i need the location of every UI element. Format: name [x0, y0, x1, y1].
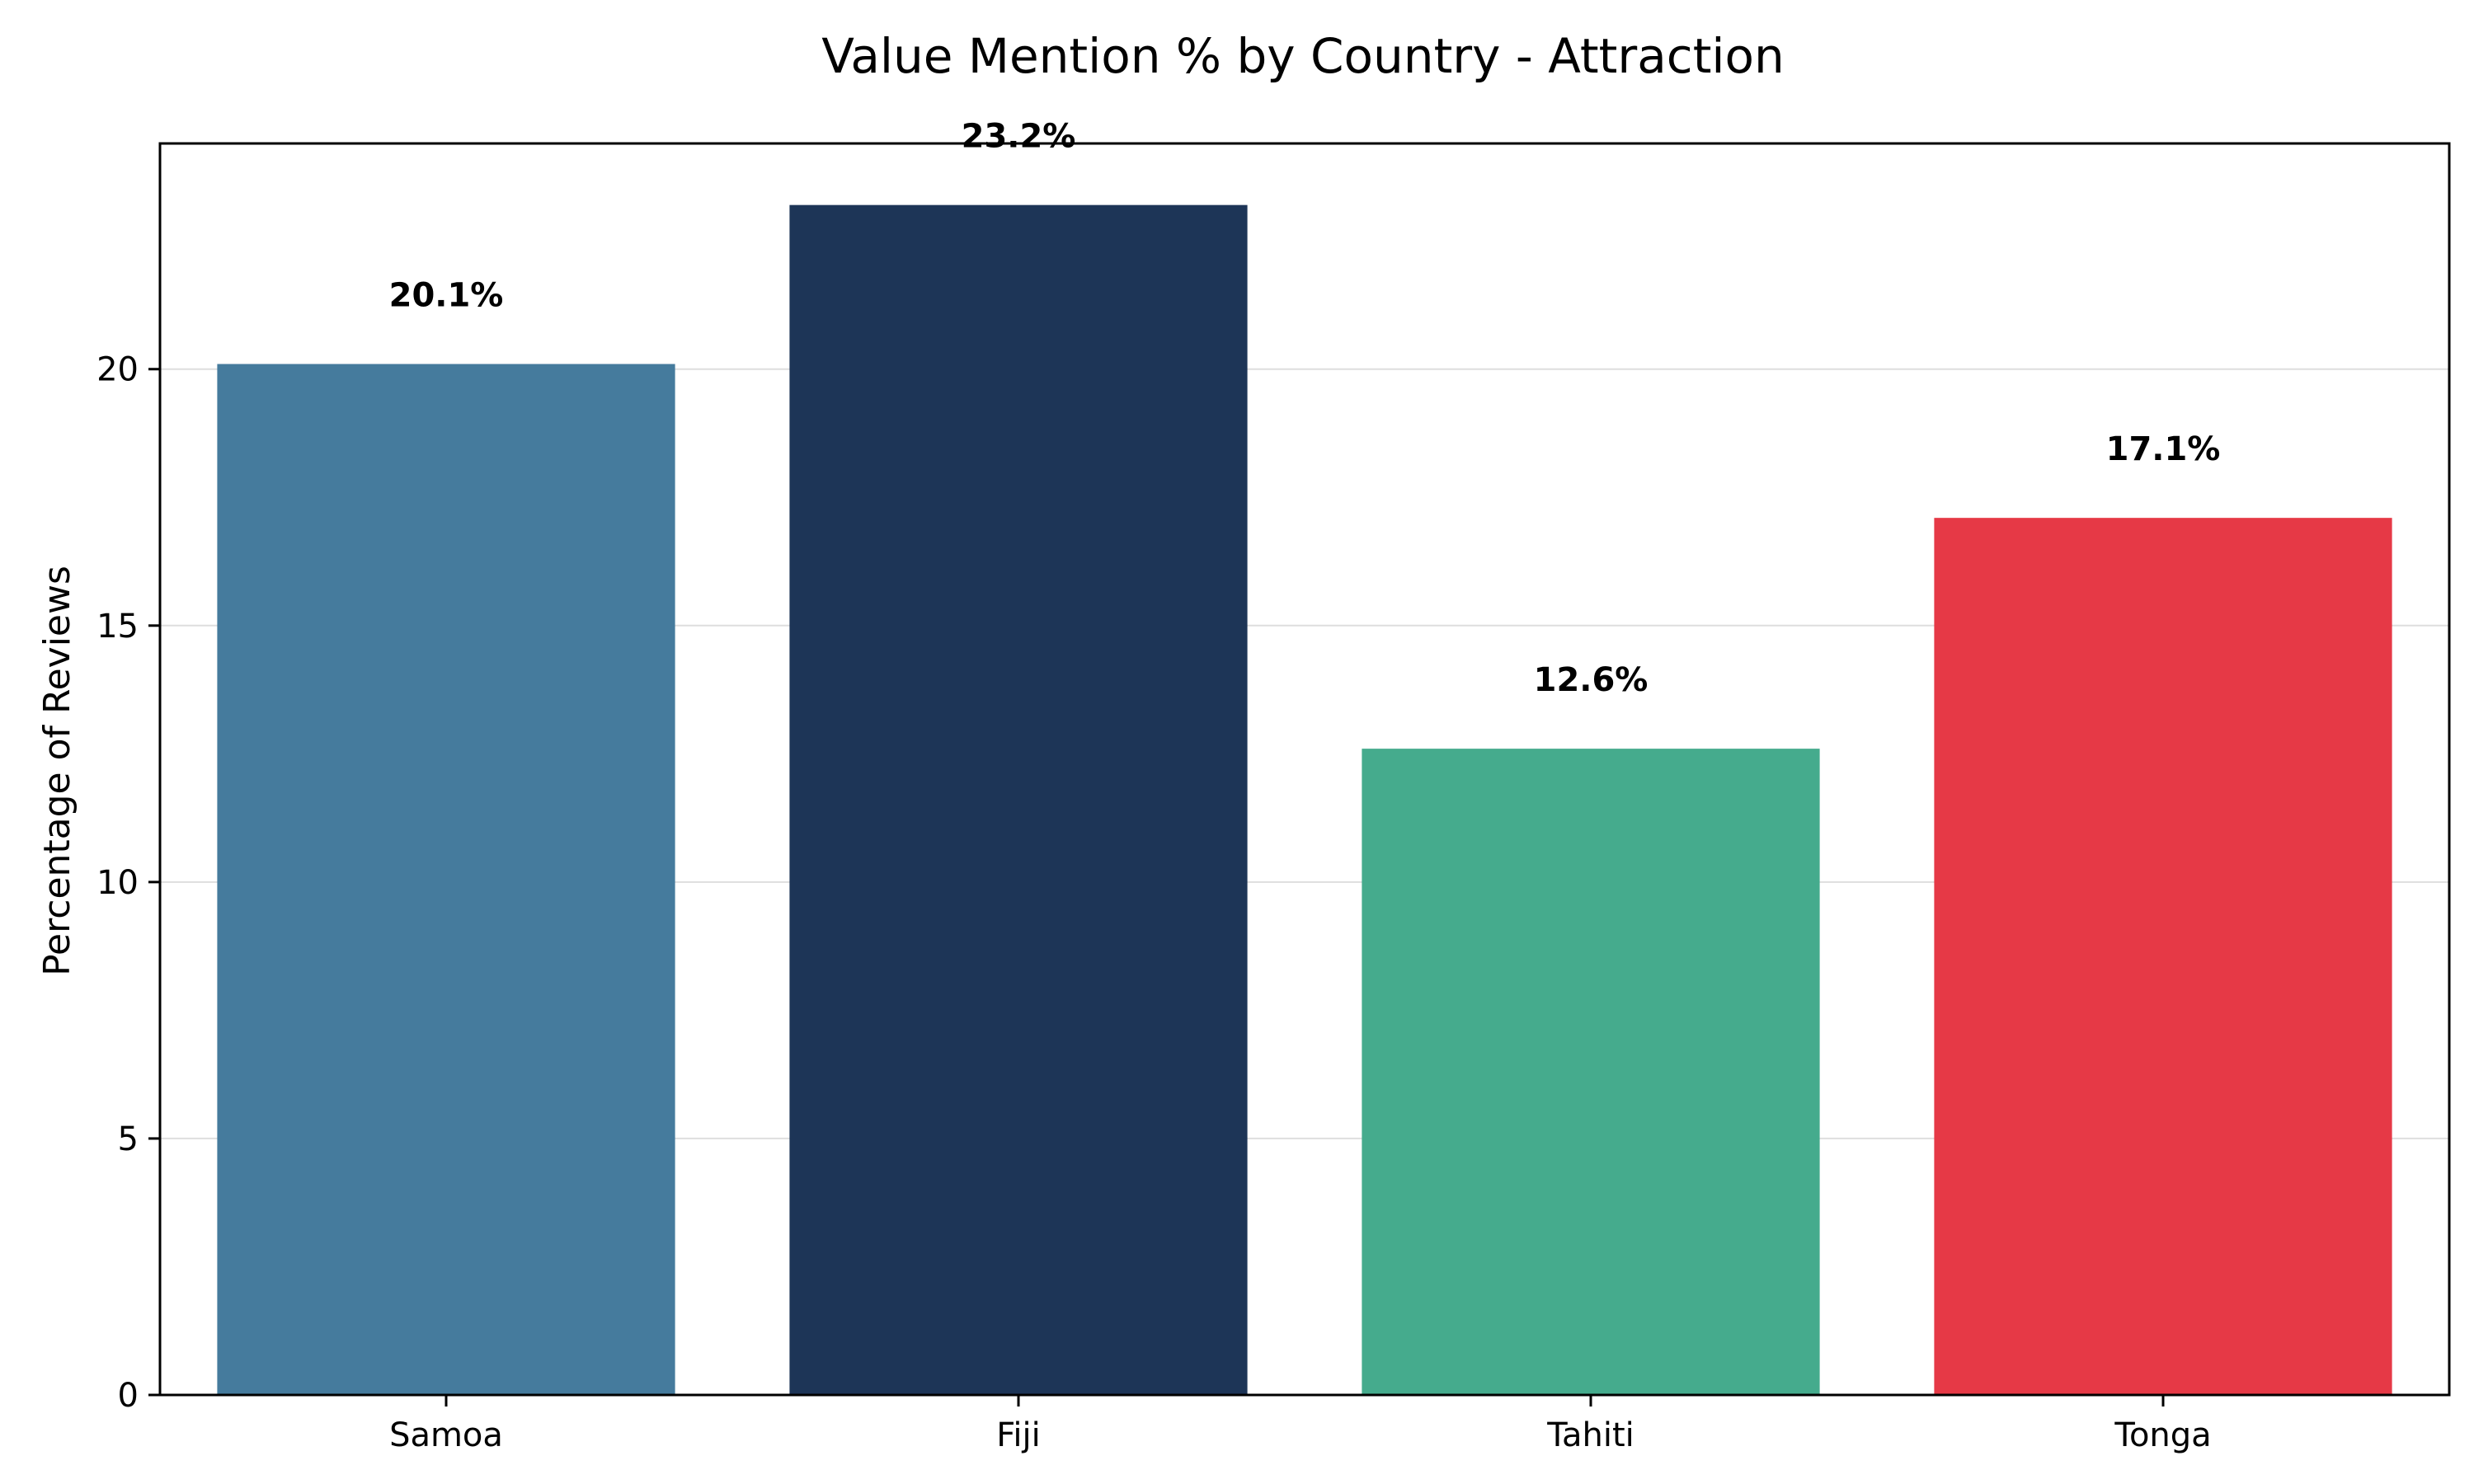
x-tick-label-tahiti: Tahiti	[1546, 1416, 1634, 1454]
y-axis-label: Percentage of Reviews	[36, 566, 78, 976]
plot-frame	[158, 142, 2451, 1397]
x-tick-label-fiji: Fiji	[996, 1416, 1040, 1454]
axes	[148, 142, 2451, 1407]
value-label-tahiti: 12.6%	[1534, 661, 1649, 699]
value-label-tonga: 17.1%	[2106, 430, 2221, 468]
bar-tonga	[1934, 518, 2392, 1395]
y-tick-label: 0	[118, 1377, 139, 1415]
value-label-fiji: 23.2%	[962, 118, 1076, 156]
bar-fiji	[789, 204, 1248, 1395]
x-tick-labels: Samoa Fiji Tahiti Tonga	[389, 1416, 2212, 1454]
y-tick-labels: 0 5 10 15 20	[96, 351, 139, 1415]
bars	[217, 204, 2392, 1396]
chart-title: Value Mention % by Country - Attraction	[821, 28, 1785, 84]
y-tick-label: 10	[96, 864, 139, 902]
bar-tahiti	[1362, 749, 1820, 1395]
value-label-samoa: 20.1%	[389, 277, 504, 315]
bar-samoa	[217, 364, 675, 1396]
y-tick-label: 20	[96, 351, 139, 389]
y-tick-label: 5	[118, 1120, 139, 1158]
value-labels: 20.1% 23.2% 12.6% 17.1%	[389, 118, 2221, 699]
y-tick-label: 15	[96, 608, 139, 646]
x-tick-label-tonga: Tonga	[2114, 1416, 2211, 1454]
x-tick-label-samoa: Samoa	[389, 1416, 503, 1454]
